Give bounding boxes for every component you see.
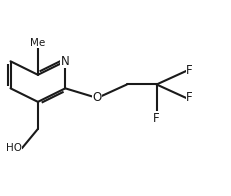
Text: N: N [61, 55, 70, 68]
Text: F: F [186, 64, 193, 77]
Text: F: F [186, 92, 193, 104]
Text: HO: HO [6, 143, 22, 153]
Text: Me: Me [30, 38, 46, 48]
Text: F: F [153, 112, 160, 124]
Text: O: O [93, 92, 102, 104]
